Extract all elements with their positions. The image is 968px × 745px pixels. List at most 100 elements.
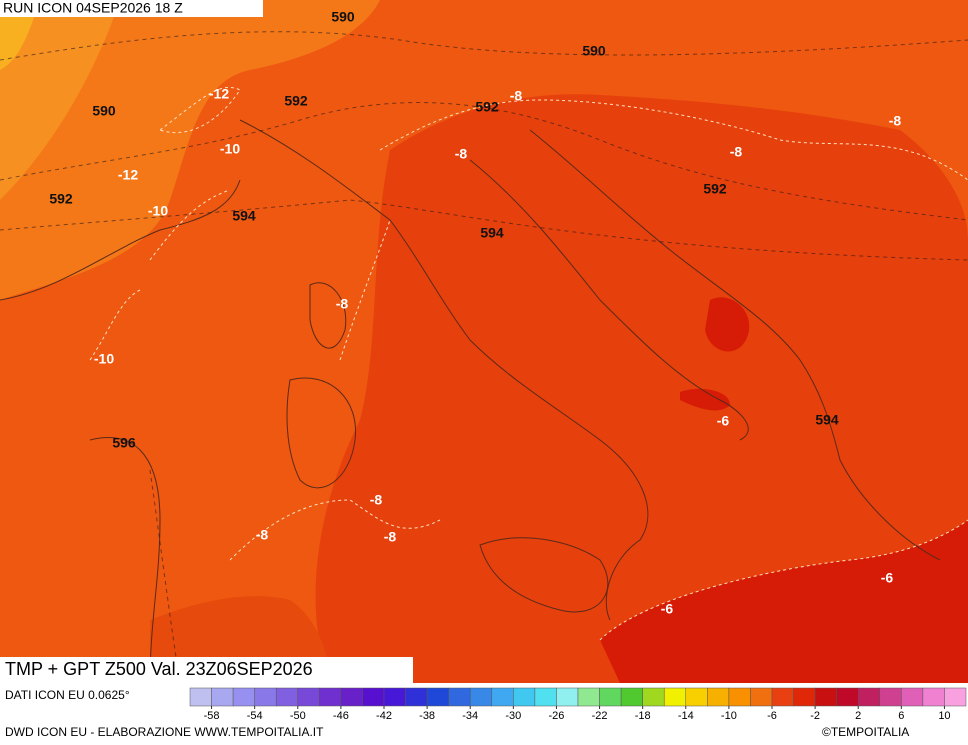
scale-swatch (857, 687, 881, 707)
contour-label: -10 (94, 351, 114, 367)
scale-swatch (901, 687, 924, 707)
scale-swatch (944, 687, 967, 707)
scale-label: -22 (592, 710, 608, 722)
scale-swatch (448, 687, 471, 707)
scale-label: -38 (419, 710, 435, 722)
header-box (0, 0, 263, 17)
contour-label: 596 (112, 435, 136, 451)
scale-swatch (513, 687, 536, 707)
data-source: DATI ICON EU 0.0625° (5, 688, 130, 702)
contour-label: -10 (148, 203, 168, 219)
geopotential-lines (0, 31, 968, 684)
scale-label: -30 (505, 710, 521, 722)
contour-label: -12 (118, 167, 138, 183)
scale-swatch (879, 687, 902, 707)
scale-label: -46 (333, 710, 349, 722)
scale-swatch (469, 687, 493, 707)
scale-swatch (642, 687, 665, 707)
contour-labels: 590 590 590 -12 592 592 -8 -10 -12 -8 -8 -8 592 592 -1… (49, 9, 901, 617)
contour-label: -6 (717, 413, 730, 429)
contour-label: -8 (384, 529, 397, 545)
scale-label: 2 (855, 710, 861, 722)
map-title: TMP + GPT Z500 Val. 23Z06SEP2026 (5, 659, 313, 679)
coastlines (0, 119, 941, 684)
scale-swatch (319, 687, 342, 707)
contour-label: 592 (284, 93, 308, 109)
copyright: ©TEMPOITALIA (822, 725, 909, 739)
contour-label: -10 (220, 141, 240, 157)
scale-swatch (340, 687, 363, 707)
contour-label: -12 (209, 86, 229, 102)
scale-label: -34 (462, 710, 478, 722)
warmer-region (0, 0, 120, 200)
scale-label: 10 (938, 710, 950, 722)
scale-swatch (534, 687, 557, 707)
scale-swatch (771, 687, 794, 707)
contour-label: 590 (331, 9, 355, 25)
contour-label: -8 (510, 88, 523, 104)
scale-swatch (491, 687, 514, 707)
contour-label: 592 (475, 99, 499, 115)
scale-swatch (189, 687, 212, 707)
scale-label: -42 (376, 710, 392, 722)
cold-region (600, 520, 968, 683)
scale-swatch (426, 687, 449, 707)
contour-label: 590 (582, 43, 606, 59)
scale-label: -58 (204, 710, 220, 722)
contour-label: 592 (703, 181, 727, 197)
scale-swatch (707, 687, 730, 707)
scale-swatch (922, 687, 945, 707)
contour-label: 594 (815, 412, 839, 428)
contour-label: -8 (256, 527, 269, 543)
contour-label: -6 (661, 601, 674, 617)
scale-swatch (814, 687, 837, 707)
scale-swatch (254, 687, 277, 707)
scale-swatch (362, 687, 385, 707)
contour-label: 594 (232, 208, 256, 224)
contour-label: 592 (49, 191, 73, 207)
title-box (0, 657, 413, 683)
scale-swatch (556, 687, 579, 707)
scale-swatch (599, 687, 622, 707)
scale-label: -50 (290, 710, 306, 722)
cool-region (315, 94, 968, 683)
contour-label: -8 (889, 113, 902, 129)
scale-label: -10 (721, 710, 737, 722)
contour-label: -6 (881, 570, 894, 586)
scale-swatch (663, 687, 687, 707)
scale-swatch (232, 687, 255, 707)
contour-label: -8 (336, 296, 349, 312)
scale-label: -54 (247, 710, 263, 722)
warm-region (0, 0, 380, 300)
scale-swatch (577, 687, 600, 707)
contour-label: -8 (730, 144, 743, 160)
contour-label: -8 (370, 492, 383, 508)
contour-label: 590 (92, 103, 116, 119)
contour-label: 594 (480, 225, 504, 241)
scale-label: -14 (678, 710, 694, 722)
color-scale: -58 -54 -50 -46 -42 -38 -34 -30 -26 -22 -18 -14 -10-… (189, 687, 967, 722)
scale-swatch (685, 687, 708, 707)
scale-swatch (383, 687, 406, 707)
scale-swatch (728, 687, 751, 707)
scale-swatch (297, 687, 320, 707)
scale-swatch (836, 687, 859, 707)
cold-spot (680, 388, 730, 411)
cold-spot (705, 297, 750, 352)
scale-label: -2 (810, 710, 820, 722)
scale-swatch (405, 687, 428, 707)
scale-swatch (620, 687, 643, 707)
scale-swatch (211, 687, 234, 707)
contour-label: -8 (455, 146, 468, 162)
scale-swatch (275, 687, 299, 707)
scale-swatch (793, 687, 816, 707)
scale-label: 6 (898, 710, 904, 722)
isotherms (89, 86, 968, 641)
scale-label: -6 (767, 710, 777, 722)
scale-label: -26 (548, 710, 564, 722)
run-info: RUN ICON 04SEP2026 18 Z (3, 0, 183, 16)
scale-swatch (750, 687, 773, 707)
warmest-region (0, 0, 40, 70)
credit: DWD ICON EU - ELABORAZIONE WWW.TEMPOITAL… (5, 725, 324, 739)
